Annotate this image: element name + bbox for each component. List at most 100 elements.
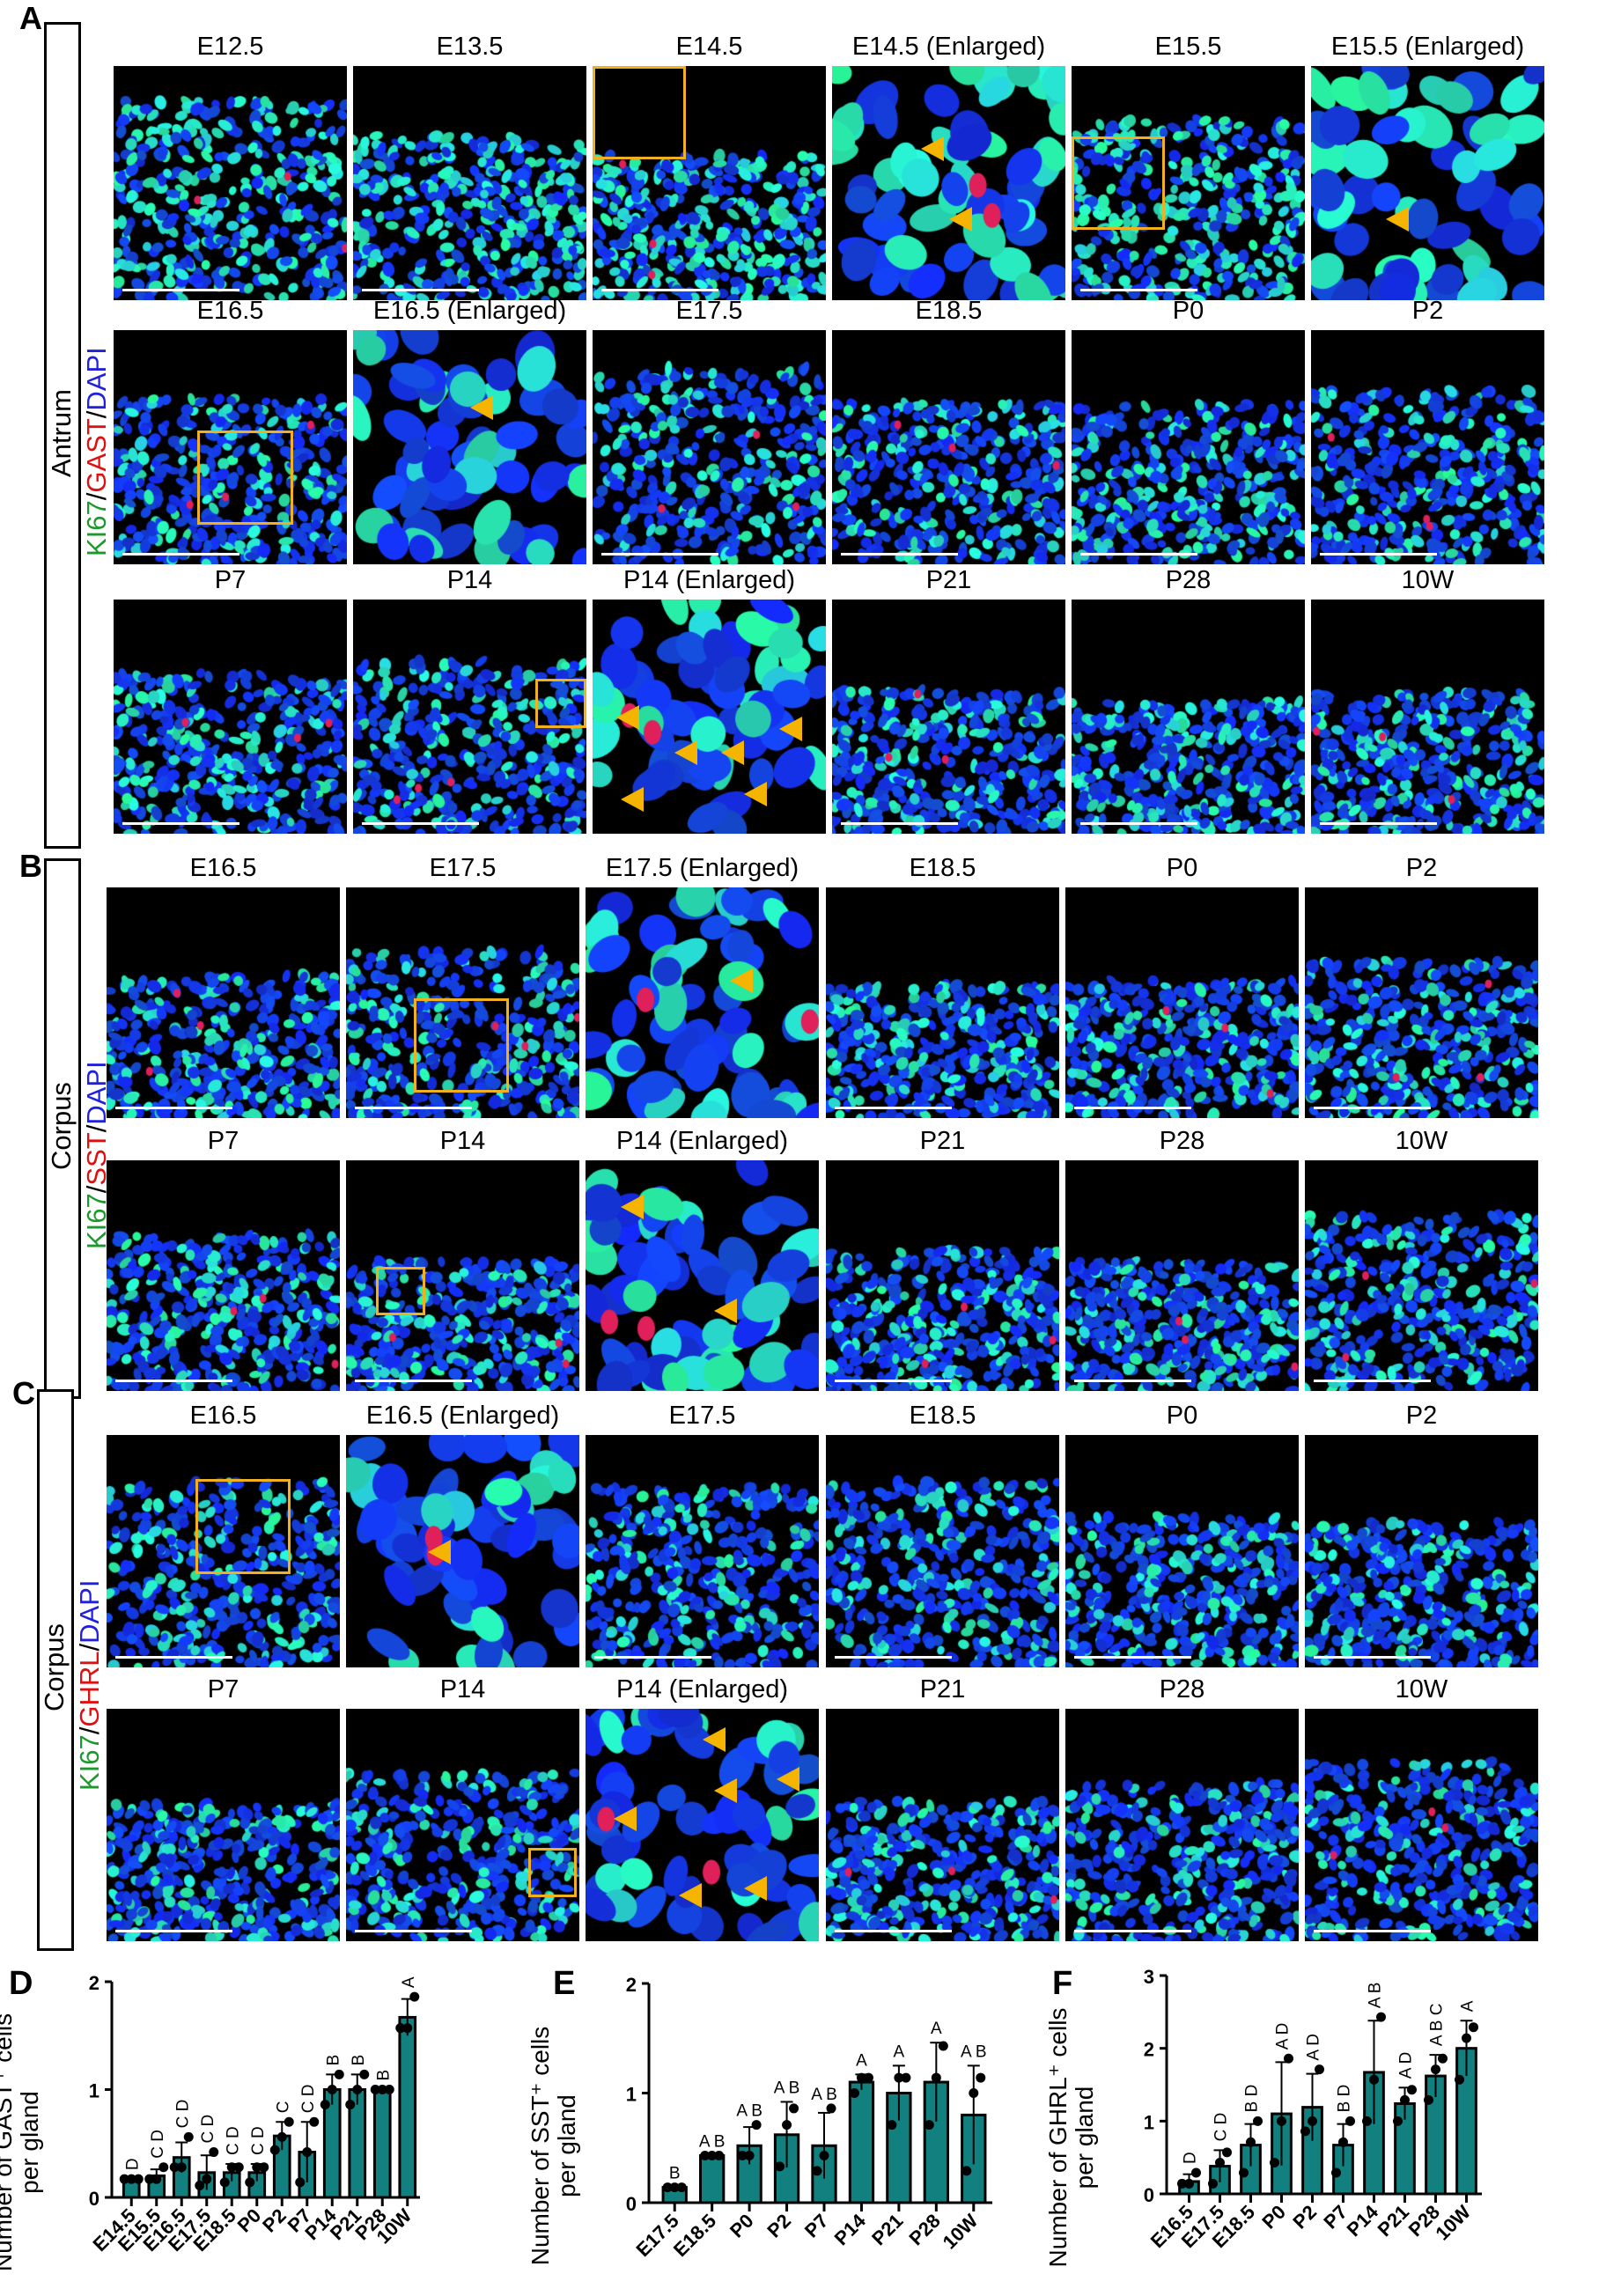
y-tick-label: 1 — [1144, 2111, 1154, 2133]
scale-bar — [601, 289, 718, 291]
micrograph-image — [107, 1435, 340, 1667]
micrograph — [107, 1435, 340, 1667]
micrograph-image — [1305, 1709, 1538, 1941]
x-tick-label: P0 — [726, 2210, 758, 2242]
micrograph — [832, 330, 1065, 564]
arrowhead-icon — [1385, 206, 1409, 232]
data-point — [714, 2150, 725, 2160]
data-point — [849, 2088, 859, 2098]
y-tick-label: 1 — [626, 2084, 637, 2106]
data-point — [1277, 2116, 1286, 2126]
micrograph — [1065, 1435, 1299, 1667]
data-point — [1438, 2053, 1448, 2064]
data-point — [1407, 2085, 1417, 2095]
scale-bar — [835, 1930, 952, 1932]
scale-bar — [115, 1656, 232, 1659]
panel-title: E14.5 — [675, 33, 743, 61]
scale-bar — [835, 1380, 952, 1382]
panel-title: P14 — [446, 566, 493, 594]
micrograph — [1305, 1160, 1538, 1391]
data-point — [345, 2100, 356, 2110]
scale-bar — [1314, 1107, 1431, 1109]
data-point — [409, 1991, 420, 2002]
data-point — [309, 2116, 320, 2127]
data-point — [133, 2174, 144, 2184]
panel-title: P0 — [1172, 297, 1204, 325]
micrograph-image — [1305, 887, 1538, 1118]
x-tick-label: P0 — [1257, 2201, 1290, 2233]
micrograph — [107, 1160, 340, 1391]
micrograph — [107, 1709, 340, 1941]
micrograph-image — [107, 887, 340, 1118]
y-label-line2: per gland — [1071, 2086, 1098, 2189]
data-point — [1345, 2116, 1355, 2126]
micrograph — [1305, 1709, 1538, 1941]
micrograph-image — [353, 330, 586, 564]
micrograph-image — [346, 887, 579, 1118]
stain-part: / — [74, 1726, 105, 1735]
y-label-line1: Number of GAST⁺ cells — [0, 2013, 17, 2271]
micrograph — [353, 600, 586, 834]
panel-title: P28 — [1159, 1127, 1205, 1155]
data-point — [775, 2161, 785, 2172]
data-point — [662, 2182, 673, 2193]
y-axis-label: Number of GAST⁺ cellsper gland — [0, 2013, 43, 2271]
data-point — [269, 2145, 280, 2155]
panel-title: P21 — [919, 1127, 966, 1155]
data-point — [938, 2041, 948, 2051]
y-axis-label: Number of GHRL⁺ cellsper gland — [1044, 2008, 1098, 2268]
data-point — [1177, 2178, 1187, 2189]
data-point — [894, 2072, 904, 2083]
micrograph — [346, 1709, 579, 1941]
micrograph-image — [107, 1709, 340, 1941]
data-point — [744, 2150, 755, 2160]
y-tick-label: 1 — [89, 2080, 99, 2102]
arrowhead-icon — [620, 786, 644, 812]
data-point — [782, 2120, 792, 2130]
panel-title: P14 — [439, 1127, 486, 1155]
arrowhead-icon — [679, 1883, 702, 1908]
data-point — [1246, 2137, 1256, 2147]
x-tick-label: P14 — [830, 2209, 871, 2249]
micrograph-image — [114, 66, 347, 300]
y-tick-label: 2 — [89, 1972, 99, 1994]
scale-bar — [1074, 1107, 1191, 1109]
panel-title: 10W — [1395, 1675, 1448, 1704]
significance-letter: C — [274, 2101, 292, 2114]
stain-part: KI67 — [74, 1734, 105, 1791]
micrograph — [1311, 66, 1544, 300]
panel-title: E18.5 — [909, 1402, 976, 1430]
data-point — [1424, 2094, 1433, 2105]
micrograph-image — [1065, 1160, 1299, 1391]
arrowhead-icon — [777, 1767, 800, 1792]
panel-title: E17.5 — [429, 854, 497, 882]
section-label-bracket — [44, 22, 81, 849]
micrograph-image — [832, 330, 1065, 564]
scale-bar — [1314, 1930, 1431, 1932]
data-point — [1191, 2167, 1201, 2178]
data-point — [1369, 2074, 1379, 2085]
data-point — [1208, 2178, 1218, 2189]
significance-letter: C D — [224, 2126, 242, 2155]
micrograph — [1072, 330, 1305, 564]
panel-title: P28 — [1165, 566, 1212, 594]
scale-bar — [841, 822, 958, 825]
panel-title: P0 — [1166, 854, 1198, 882]
enlarged-region-box — [527, 1848, 578, 1897]
arrowhead-icon — [427, 1539, 451, 1564]
significance-letter: D — [123, 2158, 142, 2170]
significance-letter: C D — [249, 2126, 268, 2155]
arrowhead-icon — [674, 740, 697, 765]
panel-title: P14 — [439, 1675, 486, 1704]
chart-e: E Number of SST⁺ cellsper gland 0 1 2 B E17.5 A… — [527, 1965, 992, 2265]
data-point — [819, 2150, 829, 2160]
data-point — [320, 2100, 330, 2110]
panel-letter: F — [1052, 1965, 1072, 2002]
data-point — [295, 2177, 306, 2188]
data-point — [233, 2162, 244, 2173]
data-point — [334, 2069, 344, 2079]
micrograph-image — [346, 1435, 579, 1667]
micrograph-image — [1305, 1435, 1538, 1667]
arrowhead-icon — [744, 1876, 768, 1902]
